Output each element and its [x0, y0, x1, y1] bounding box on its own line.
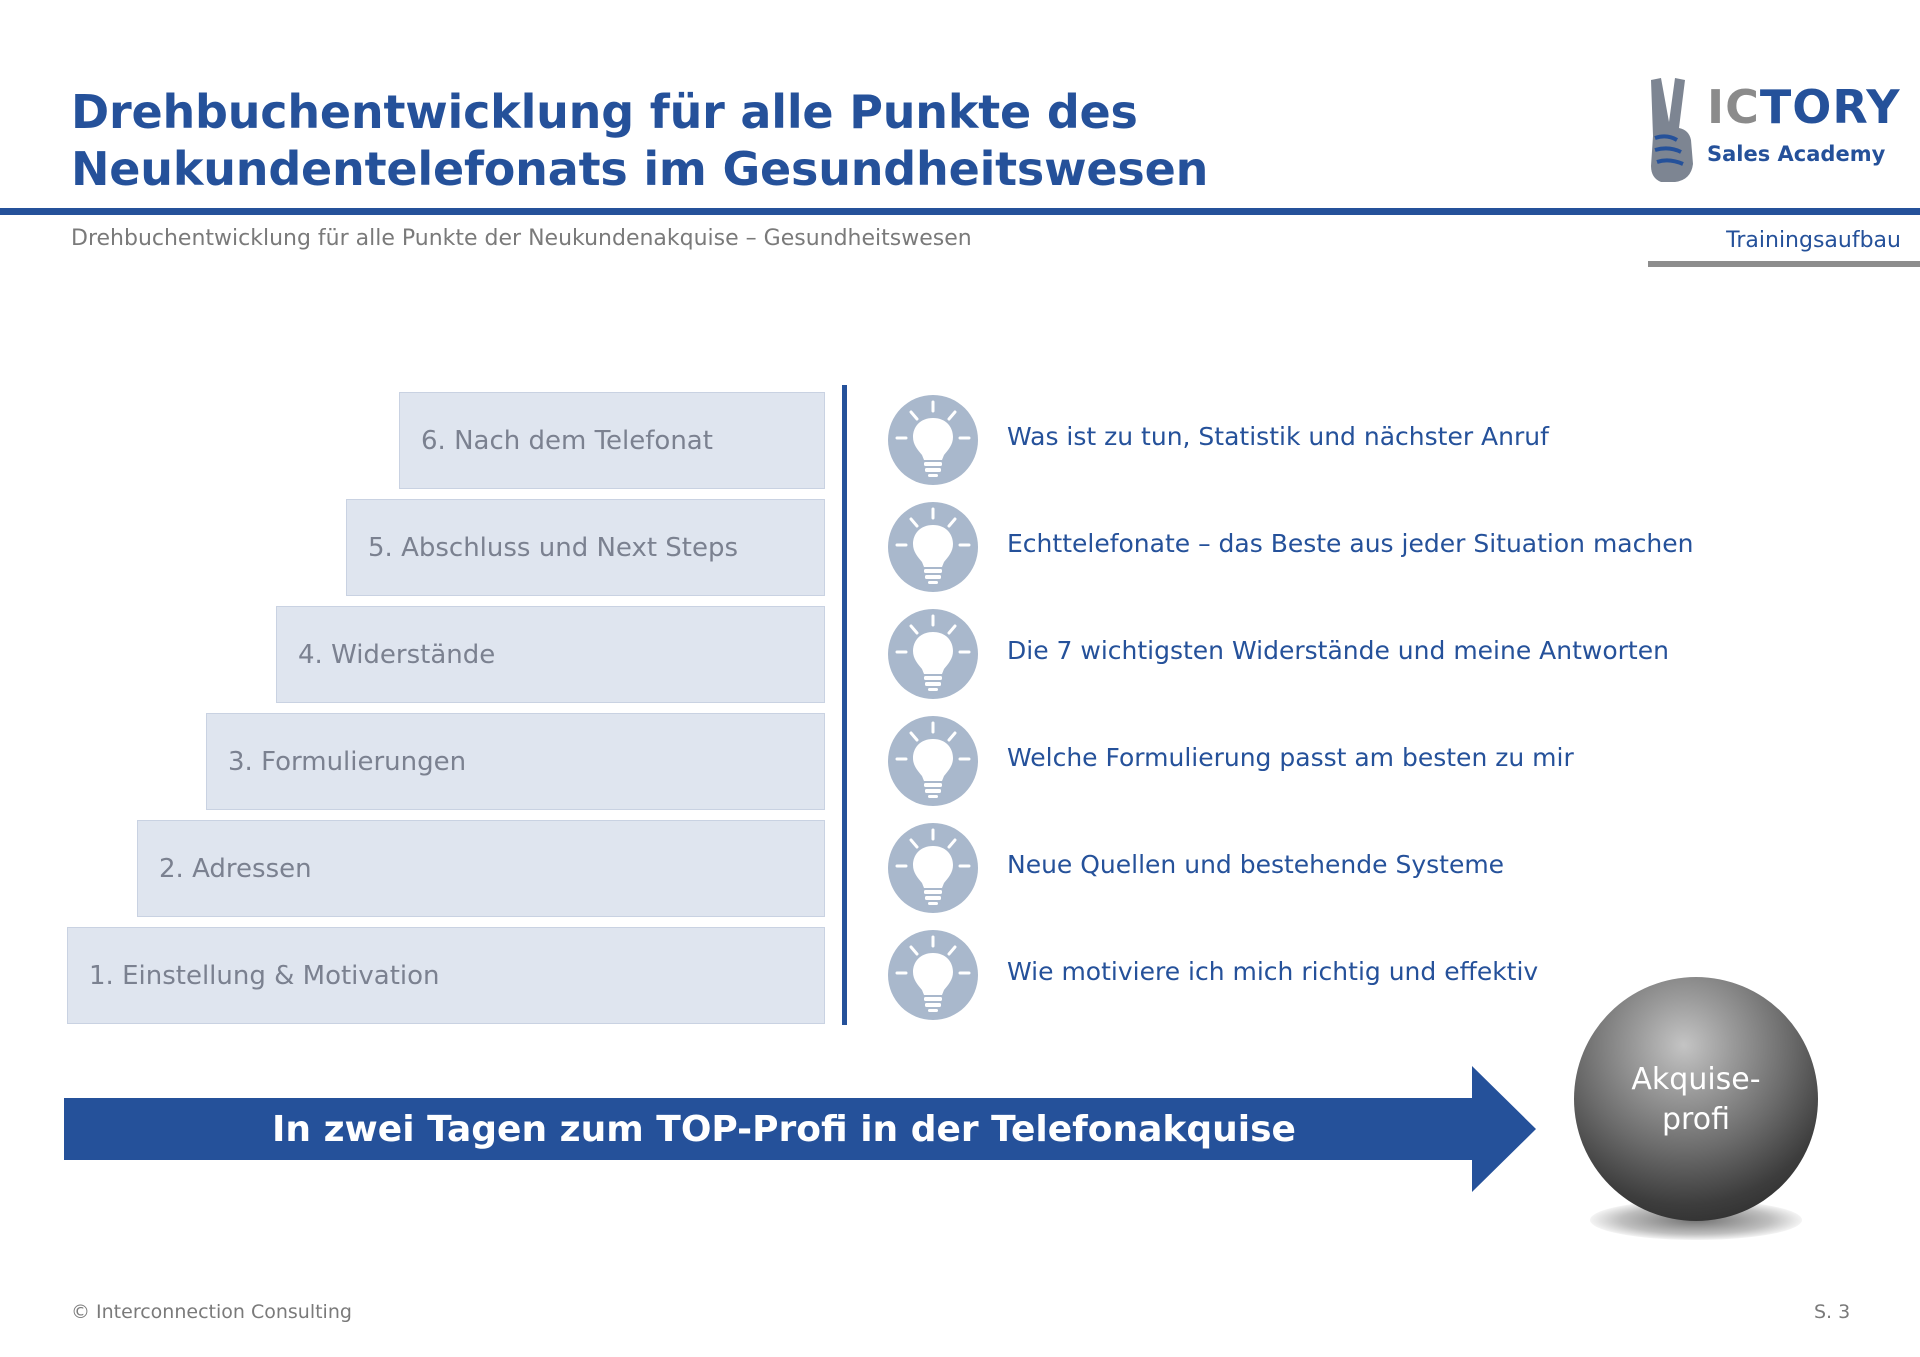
item-text: Welche Formulierung passt am besten zu m… [1007, 743, 1574, 772]
item-text: Die 7 wichtigsten Widerstände und meine … [1007, 636, 1669, 665]
page-number: S. 3 [1814, 1301, 1851, 1323]
lightbulb-icon [887, 929, 979, 1021]
header-rule [0, 208, 1920, 215]
item-text: Wie motiviere ich mich richtig und effek… [1007, 957, 1539, 986]
lightbulb-icon [887, 608, 979, 700]
page-title: Drehbuchentwicklung für alle Punkte des … [71, 84, 1208, 198]
item-text: Neue Quellen und bestehende Systeme [1007, 850, 1505, 879]
step-block: 5. Abschluss und Next Steps [346, 499, 825, 596]
step-block: 1. Einstellung & Motivation [67, 927, 825, 1024]
step-block: 2. Adressen [137, 820, 825, 917]
step-label: 1. Einstellung & Motivation [89, 960, 440, 991]
akquise-profi-sphere [1574, 977, 1818, 1221]
victory-hand-icon [1651, 78, 1693, 182]
section-tag: Trainingsaufbau [1726, 228, 1901, 253]
step-label: 3. Formulierungen [228, 746, 467, 777]
lightbulb-icon [887, 394, 979, 486]
item-text: Was ist zu tun, Statistik und nächster A… [1007, 422, 1549, 451]
section-tag-rule [1648, 261, 1920, 267]
item-text: Echttelefonate – das Beste aus jeder Sit… [1007, 529, 1694, 558]
page-title-line-2: Neukundentelefonats im Gesundheitswesen [71, 142, 1209, 196]
lightbulb-icon [887, 822, 979, 914]
sphere-label-line-1: Akquise- [1631, 1062, 1761, 1097]
lightbulb-icon [887, 715, 979, 807]
step-label: 5. Abschluss und Next Steps [368, 532, 739, 563]
step-block: 4. Widerstände [276, 606, 825, 703]
sphere-label-line-2: profi [1662, 1102, 1730, 1137]
victory-logo: ICTORY Sales Academy [1645, 76, 1900, 186]
logo-word-tory: TORY [1759, 80, 1901, 134]
logo-word-ic: IC [1707, 80, 1760, 134]
sphere-label: Akquise- profi [1574, 1060, 1818, 1140]
progress-arrow [64, 1066, 1536, 1192]
step-label: 6. Nach dem Telefonat [421, 425, 713, 456]
page-subtitle: Drehbuchentwicklung für alle Punkte der … [71, 226, 972, 251]
step-block: 6. Nach dem Telefonat [399, 392, 825, 489]
page-title-line-1: Drehbuchentwicklung für alle Punkte des [71, 85, 1138, 139]
step-label: 2. Adressen [159, 853, 312, 884]
step-label: 4. Widerstände [298, 639, 496, 670]
arrow-text: In zwei Tagen zum TOP-Profi in der Telef… [272, 1108, 1296, 1150]
steps-divider [842, 385, 847, 1025]
footer-copyright: © Interconnection Consulting [71, 1301, 352, 1323]
logo-subtitle: Sales Academy [1707, 142, 1886, 166]
lightbulb-icon [887, 501, 979, 593]
step-block: 3. Formulierungen [206, 713, 825, 810]
logo-wordmark: ICTORY [1707, 80, 1901, 134]
